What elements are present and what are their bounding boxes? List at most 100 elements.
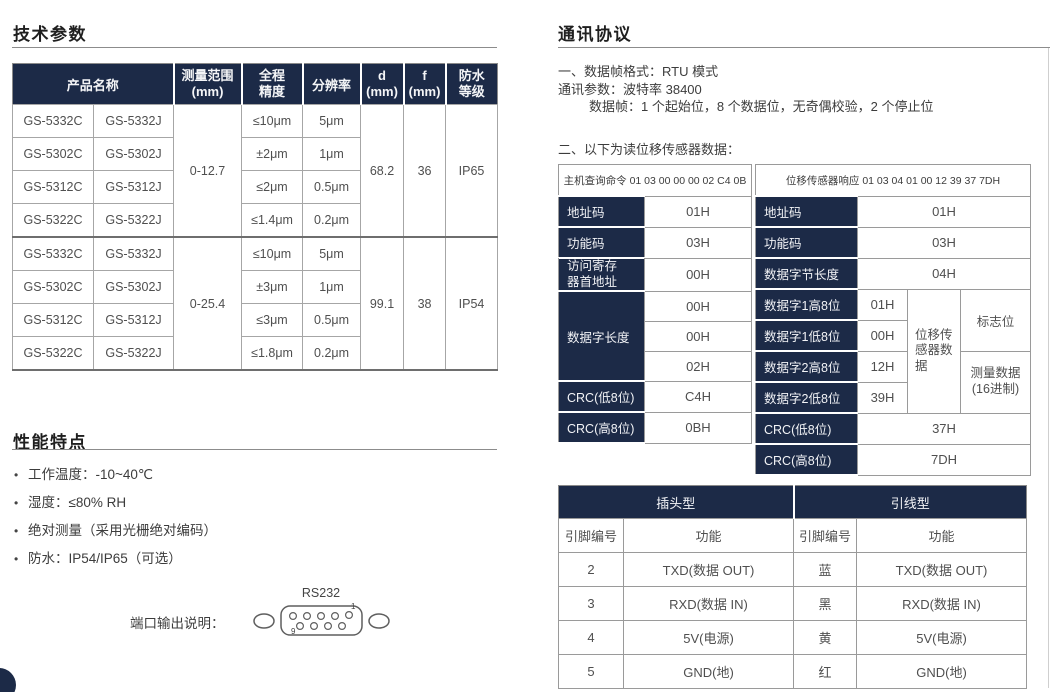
query-crc-hi-label: CRC(高8位) bbox=[558, 411, 645, 445]
resolution-cell: 1μm bbox=[302, 270, 362, 304]
table-row: CRC(高8位) 7DH bbox=[755, 443, 1032, 476]
resolution-cell: 1μm bbox=[302, 137, 362, 171]
resp-d1l-value: 00H bbox=[857, 319, 908, 352]
feature-text: 防水：IP54/IP65（可选） bbox=[28, 551, 182, 566]
table-row: 2 TXD(数据 OUT) 蓝 TXD(数据 OUT) bbox=[558, 552, 1028, 587]
features-title: 性能特点 bbox=[13, 433, 87, 452]
table-row: CRC(低8位) C4H bbox=[558, 380, 752, 414]
query-crc-hi-value: 0BH bbox=[644, 411, 752, 444]
tech-header-range: 测量范围 (mm) bbox=[172, 63, 242, 105]
tech-header-accuracy: 全程 精度 bbox=[240, 63, 303, 105]
product-c-cell: GS-5322C bbox=[12, 336, 94, 371]
protocol-tables: 主机查询命令 01 03 00 00 00 02 C4 0B 地址码 01H 功… bbox=[558, 164, 1032, 476]
tech-params-table: 产品名称 测量范围 (mm) 全程 精度 分辨率 d (mm) f (mm) 防… bbox=[12, 63, 499, 371]
query-addr-value: 01H bbox=[644, 195, 752, 228]
product-j-cell: GS-5312J bbox=[92, 170, 175, 204]
tech-header-d: d (mm) bbox=[359, 63, 404, 105]
resp-bytelen-value: 04H bbox=[856, 257, 1032, 290]
table-row: 功能码 03H bbox=[755, 226, 1032, 259]
pin-function-cell: RXD(数据 IN) bbox=[622, 586, 795, 621]
resp-addr-value: 01H bbox=[856, 195, 1032, 228]
resp-d1h-label: 数据字1高8位 bbox=[755, 288, 858, 321]
resolution-cell: 5μm bbox=[302, 236, 362, 271]
resp-crc-hi-label: CRC(高8位) bbox=[755, 443, 858, 476]
table-row: GS-5312C GS-5312J ≤2μm 0.5μm bbox=[12, 170, 498, 204]
wire-function-cell: TXD(数据 OUT) bbox=[856, 552, 1028, 587]
bullet-icon: • bbox=[14, 552, 19, 566]
lead-type-header: 引线型 bbox=[792, 485, 1027, 519]
table-row: 数据字1低8位 00H bbox=[755, 319, 1031, 352]
table-row: 引脚编号 功能 引脚编号 功能 bbox=[558, 518, 1028, 553]
product-j-cell: GS-5332J bbox=[92, 236, 175, 271]
range-cell: 0-25.4 bbox=[173, 236, 243, 371]
response-header-cell: 位移传感器响应 01 03 04 01 00 12 39 37 7DH bbox=[754, 164, 1032, 197]
list-item: • 防水：IP54/IP65（可选） bbox=[14, 545, 217, 573]
resp-d1h-value: 01H bbox=[857, 288, 908, 321]
resolution-cell: 0.5μm bbox=[302, 170, 362, 204]
table-row: 数据字节长度 04H bbox=[755, 257, 1032, 290]
table-row: 主机查询命令 01 03 00 00 00 02 C4 0B bbox=[558, 164, 752, 197]
query-addr-label: 地址码 bbox=[558, 195, 645, 228]
feature-text: 工作温度：-10~40℃ bbox=[28, 467, 154, 482]
page-edge bbox=[1048, 48, 1049, 688]
resolution-cell: 5μm bbox=[302, 104, 362, 138]
product-c-cell: GS-5302C bbox=[12, 137, 94, 171]
range-cell: 0-12.7 bbox=[173, 104, 243, 238]
table-row: 数据字长度 00H bbox=[558, 290, 752, 383]
resolution-cell: 0.2μm bbox=[302, 336, 362, 371]
table-row: GS-5302C GS-5302J ±2μm 1μm bbox=[12, 137, 498, 171]
accuracy-cell: ≤3μm bbox=[241, 303, 304, 337]
pin-col-header: 引脚编号 bbox=[558, 518, 624, 553]
features-title-divider bbox=[12, 449, 497, 450]
resp-d2l-label: 数据字2低8位 bbox=[755, 381, 858, 414]
wire-function-cell: 5V(电源) bbox=[856, 620, 1028, 655]
comm-line-3: 数据帧：1 个起始位，8 个数据位，无奇偶校验，2 个停止位 bbox=[589, 99, 934, 114]
table-row: GS-5312C GS-5312J ≤3μm 0.5μm bbox=[12, 303, 498, 337]
table-row: GS-5322C GS-5322J ≤1.4μm 0.2μm bbox=[12, 203, 498, 238]
product-c-cell: GS-5312C bbox=[12, 170, 94, 204]
tech-title-divider bbox=[12, 47, 497, 48]
pin-function-cell: TXD(数据 OUT) bbox=[622, 552, 795, 587]
list-item: • 湿度：≤80% RH bbox=[14, 489, 217, 517]
wire-function-cell: RXD(数据 IN) bbox=[856, 586, 1028, 621]
product-j-cell: GS-5312J bbox=[92, 303, 175, 337]
wire-color-cell: 蓝 bbox=[793, 552, 858, 587]
comm-line-1: 一、数据帧格式：RTU 模式 bbox=[558, 64, 719, 79]
ip-cell: IP65 bbox=[445, 104, 499, 238]
host-query-table: 主机查询命令 01 03 00 00 00 02 C4 0B 地址码 01H 功… bbox=[558, 164, 752, 445]
product-j-cell: GS-5302J bbox=[92, 270, 175, 304]
pin-function-cell: 5V(电源) bbox=[622, 620, 795, 655]
table-row: GS-5322C GS-5322J ≤1.8μm 0.2μm bbox=[12, 336, 498, 371]
f-cell: 36 bbox=[403, 104, 447, 238]
query-reg-value: 00H bbox=[644, 257, 752, 292]
resp-flag-label: 标志位 bbox=[959, 288, 1032, 352]
bullet-icon: • bbox=[14, 468, 19, 482]
table-row: CRC(低8位) 37H bbox=[755, 412, 1032, 445]
resp-addr-label: 地址码 bbox=[755, 195, 858, 228]
d-cell: 99.1 bbox=[360, 236, 405, 371]
table-row: 地址码 01H bbox=[558, 195, 752, 228]
wire-color-cell: 黑 bbox=[793, 586, 858, 621]
query-crc-lo-value: C4H bbox=[644, 380, 752, 413]
resp-func-label: 功能码 bbox=[755, 226, 858, 259]
table-row: 4 5V(电源) 黄 5V(电源) bbox=[558, 620, 1028, 655]
table-row: GS-5302C GS-5302J ±3μm 1μm bbox=[12, 270, 498, 304]
accuracy-cell: ±2μm bbox=[241, 137, 304, 171]
table-row: GS-5332C GS-5332J 0-25.4 ≤10μm 5μm 99.1 … bbox=[12, 236, 499, 371]
tech-header-resolution: 分辨率 bbox=[301, 63, 361, 105]
product-c-cell: GS-5332C bbox=[12, 236, 94, 271]
product-j-cell: GS-5302J bbox=[92, 137, 175, 171]
table-row: CRC(高8位) 0BH bbox=[558, 411, 752, 445]
page-corner bbox=[0, 668, 16, 692]
comm-title-divider bbox=[558, 47, 1050, 48]
table-row: 功能码 03H bbox=[558, 226, 752, 259]
tech-header-f: f (mm) bbox=[402, 63, 446, 105]
pin-number-cell: 5 bbox=[558, 654, 624, 689]
tech-header-row: 产品名称 测量范围 (mm) 全程 精度 分辨率 d (mm) f (mm) 防… bbox=[12, 63, 498, 105]
accuracy-cell: ≤2μm bbox=[241, 170, 304, 204]
product-c-cell: GS-5332C bbox=[12, 104, 94, 138]
accuracy-cell: ±3μm bbox=[241, 270, 304, 304]
pin-number-cell: 2 bbox=[558, 552, 624, 587]
pin-number-cell: 3 bbox=[558, 586, 624, 621]
